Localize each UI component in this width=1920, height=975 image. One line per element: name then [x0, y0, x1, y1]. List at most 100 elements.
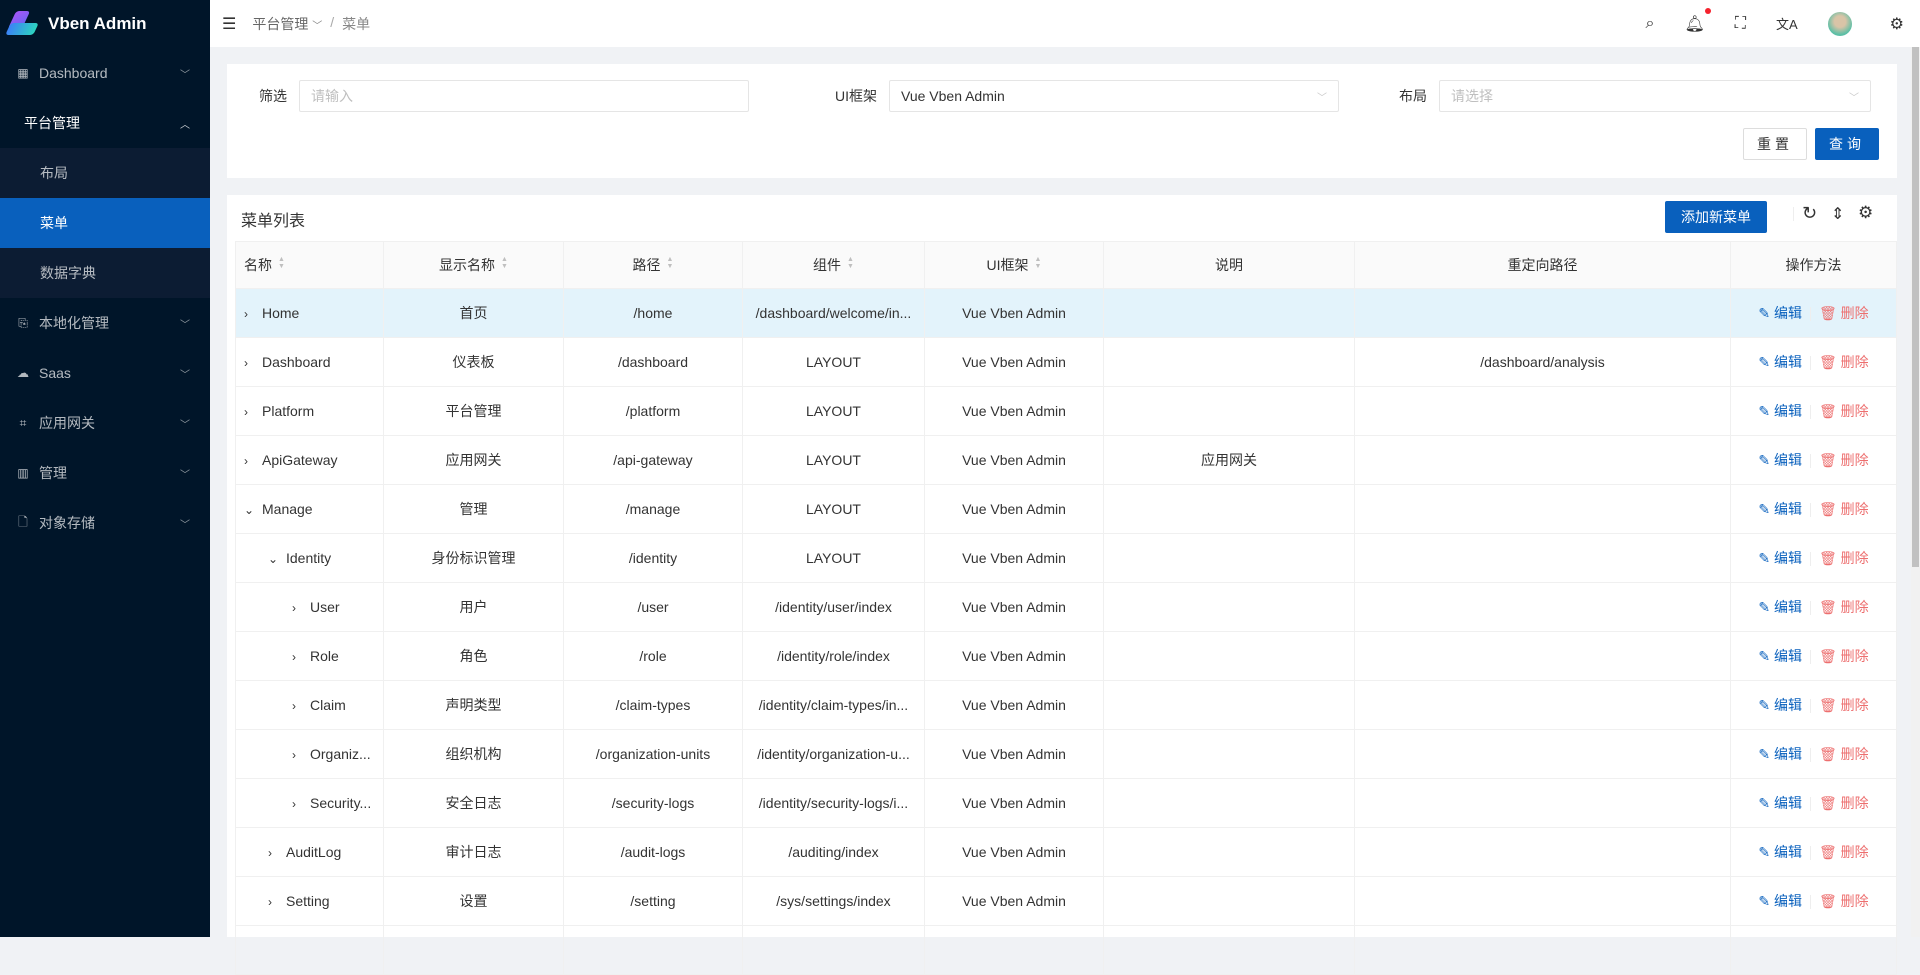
edit-button[interactable]: ✎ 编辑: [1758, 746, 1802, 762]
sidebar-item-platform[interactable]: 平台管理 ︿: [24, 115, 190, 131]
cell-path: /home: [563, 288, 743, 338]
edit-button[interactable]: ✎ 编辑: [1758, 599, 1802, 615]
table-row[interactable]: › AuditLog 审计日志/audit-logs/auditing/index V…: [235, 827, 1897, 877]
delete-button[interactable]: 🗑︎ 删除: [1818, 305, 1869, 321]
table-row[interactable]: › Claim 声明类型/claim-types/identity/claim-ty…: [235, 680, 1897, 730]
table-row[interactable]: › ApiGateway 应用网关/api-gateway LAYOUT Vue Vbe…: [235, 435, 1897, 485]
edit-button[interactable]: ✎ 编辑: [1758, 305, 1802, 321]
table-row[interactable]: › User 用户/user/identity/user/index Vue Vben…: [235, 582, 1897, 632]
chevron-right-icon[interactable]: ›: [268, 895, 272, 909]
table-row[interactable]: › Home 首页/home/dashboard/welcome/in... Vue …: [235, 288, 1897, 338]
search-icon[interactable]: ⌕: [1645, 14, 1655, 32]
edit-button[interactable]: ✎ 编辑: [1758, 893, 1802, 909]
translate-icon[interactable]: 文A: [1775, 17, 1798, 32]
chevron-right-icon[interactable]: ›: [244, 307, 248, 321]
column-height-icon[interactable]: ⇕: [1831, 206, 1845, 223]
cell-ui: Vue Vben Admin: [924, 533, 1104, 583]
table-row[interactable]: › Setting 设置/setting/sys/settings/index Vue…: [235, 876, 1897, 926]
edit-button[interactable]: ✎ 编辑: [1758, 844, 1802, 860]
menu-fold-icon[interactable]: ☰: [222, 15, 237, 33]
table-row[interactable]: › Role 角色/role/identity/role/index Vue Vben…: [235, 631, 1897, 681]
column-settings-icon[interactable]: ⚙: [1858, 203, 1874, 222]
cell-component: /auditing/index: [742, 827, 925, 877]
delete-button[interactable]: 🗑︎ 删除: [1818, 893, 1869, 909]
reset-button[interactable]: 重置: [1743, 128, 1807, 160]
add-menu-button[interactable]: 添加新菜单: [1665, 201, 1767, 233]
chevron-right-icon[interactable]: ›: [244, 405, 248, 419]
edit-button[interactable]: ✎ 编辑: [1758, 501, 1802, 517]
sort-icon[interactable]: ▲▼: [666, 256, 674, 270]
edit-button[interactable]: ✎ 编辑: [1758, 697, 1802, 713]
sidebar-item-dictionary[interactable]: 数据字典: [40, 265, 96, 281]
edit-button[interactable]: ✎ 编辑: [1758, 403, 1802, 419]
delete-button[interactable]: 🗑︎ 删除: [1818, 844, 1869, 860]
table-row[interactable]: › Organiz... 组织机构/organization-units/ident…: [235, 729, 1897, 779]
settings-icon[interactable]: ⚙: [1889, 15, 1904, 33]
scrollbar-thumb[interactable]: [1912, 47, 1919, 567]
table-row[interactable]: › Platform 平台管理/platform LAYOUT Vue Vben Adm…: [235, 386, 1897, 436]
chevron-right-icon[interactable]: ›: [292, 797, 296, 811]
fullscreen-icon[interactable]: ⛶: [1734, 14, 1746, 32]
bell-icon[interactable]: 🔔︎: [1684, 7, 1711, 34]
edit-button[interactable]: ✎ 编辑: [1758, 795, 1802, 811]
sidebar-item-dashboard[interactable]: ▦ Dashboard ﹀: [17, 65, 190, 81]
avatar[interactable]: [1827, 11, 1852, 36]
table-row[interactable]: ⌄ Manage 管理/manage LAYOUT Vue Vben Admin ✎ 编辑…: [235, 484, 1897, 534]
chevron-right-icon[interactable]: ›: [292, 699, 296, 713]
sort-icon[interactable]: ▲▼: [501, 256, 508, 270]
column-header[interactable]: 路径 ▲▼: [563, 241, 743, 289]
sidebar-item-layout[interactable]: 布局: [40, 165, 68, 181]
sidebar-item-saas[interactable]: ☁ Saas ﹀: [17, 365, 190, 381]
chevron-right-icon[interactable]: ›: [292, 748, 296, 762]
delete-button[interactable]: 🗑︎ 删除: [1818, 550, 1869, 566]
chevron-right-icon[interactable]: ›: [292, 601, 296, 615]
delete-button[interactable]: 🗑︎ 删除: [1818, 501, 1869, 517]
chevron-down-icon[interactable]: ⌄: [244, 503, 255, 517]
cell-name: › Platform: [235, 386, 384, 436]
sort-icon[interactable]: ▲▼: [1034, 256, 1042, 270]
sort-icon[interactable]: ▲▼: [847, 256, 854, 270]
edit-button[interactable]: ✎ 编辑: [1758, 550, 1802, 566]
search-button[interactable]: 查询: [1815, 128, 1879, 160]
chevron-right-icon[interactable]: ›: [292, 650, 296, 664]
table-row[interactable]: ⌄ Identity 身份标识管理/identity LAYOUT Vue Vben A…: [235, 533, 1897, 583]
chevron-right-icon[interactable]: ›: [244, 356, 248, 370]
chevron-right-icon[interactable]: ›: [268, 846, 272, 860]
ui-framework-select[interactable]: Vue Vben Admin ﹀: [889, 80, 1339, 112]
sidebar-item-localization[interactable]: ⎘ 本地化管理 ﹀: [0, 298, 210, 348]
delete-button[interactable]: 🗑︎ 删除: [1818, 648, 1869, 664]
breadcrumb-platform[interactable]: 平台管理 ﹀: [252, 15, 323, 32]
cell-name: › AuditLog: [235, 827, 384, 877]
edit-button[interactable]: ✎ 编辑: [1758, 648, 1802, 664]
delete-button[interactable]: 🗑︎ 删除: [1818, 746, 1869, 762]
filter-input[interactable]: 请输入: [299, 80, 749, 112]
edit-button[interactable]: ✎ 编辑: [1758, 354, 1802, 370]
layout-select[interactable]: 请选择 ﹀: [1439, 80, 1871, 112]
table-row[interactable]: › Security... 安全日志/security-logs/identity/…: [235, 778, 1897, 828]
sidebar-item-manage[interactable]: ▥ 管理 ﹀: [17, 465, 190, 481]
delete-button[interactable]: 🗑︎ 删除: [1818, 452, 1869, 468]
sort-icon[interactable]: ▲▼: [278, 256, 285, 270]
delete-button[interactable]: 🗑︎ 删除: [1818, 403, 1869, 419]
delete-button[interactable]: 🗑︎ 删除: [1818, 795, 1869, 811]
delete-button[interactable]: 🗑︎ 删除: [1818, 599, 1869, 615]
sidebar-item-gateway[interactable]: ⌗ 应用网关 ﹀: [0, 398, 210, 448]
cell-name: › User: [235, 582, 384, 632]
table-row[interactable]: › Dashboard 仪表板/dashboard LAYOUT Vue Vben Ad…: [235, 337, 1897, 387]
edit-button[interactable]: ✎ 编辑: [1758, 452, 1802, 468]
chevron-right-icon[interactable]: ›: [244, 454, 248, 468]
cell-ui: Vue Vben Admin: [924, 337, 1104, 387]
sidebar-item-storage[interactable]: 🗋 对象存储 ﹀: [0, 498, 210, 548]
chevron-down-icon[interactable]: ⌄: [268, 552, 279, 566]
logo[interactable]: Vben Admin: [0, 0, 210, 48]
column-header[interactable]: 名称 ▲▼: [235, 241, 384, 289]
column-header[interactable]: UI框架 ▲▼: [924, 241, 1104, 289]
sidebar-item-menu[interactable]: 菜单: [0, 198, 210, 248]
cell-desc: [1103, 337, 1355, 387]
delete-button[interactable]: 🗑︎ 删除: [1818, 697, 1869, 713]
menu-table-card: 菜单列表 添加新菜单 ↻ ⇕ ⚙ 名称 ▲▼ 显示名称 ▲▼ 路径 ▲▼ 组件 ▲▼ UI框架 ▲…: [227, 195, 1897, 975]
delete-button[interactable]: 🗑︎ 删除: [1818, 354, 1869, 370]
column-header[interactable]: 组件 ▲▼: [742, 241, 925, 289]
refresh-icon[interactable]: ↻: [1802, 203, 1818, 223]
column-header[interactable]: 显示名称 ▲▼: [383, 241, 564, 289]
